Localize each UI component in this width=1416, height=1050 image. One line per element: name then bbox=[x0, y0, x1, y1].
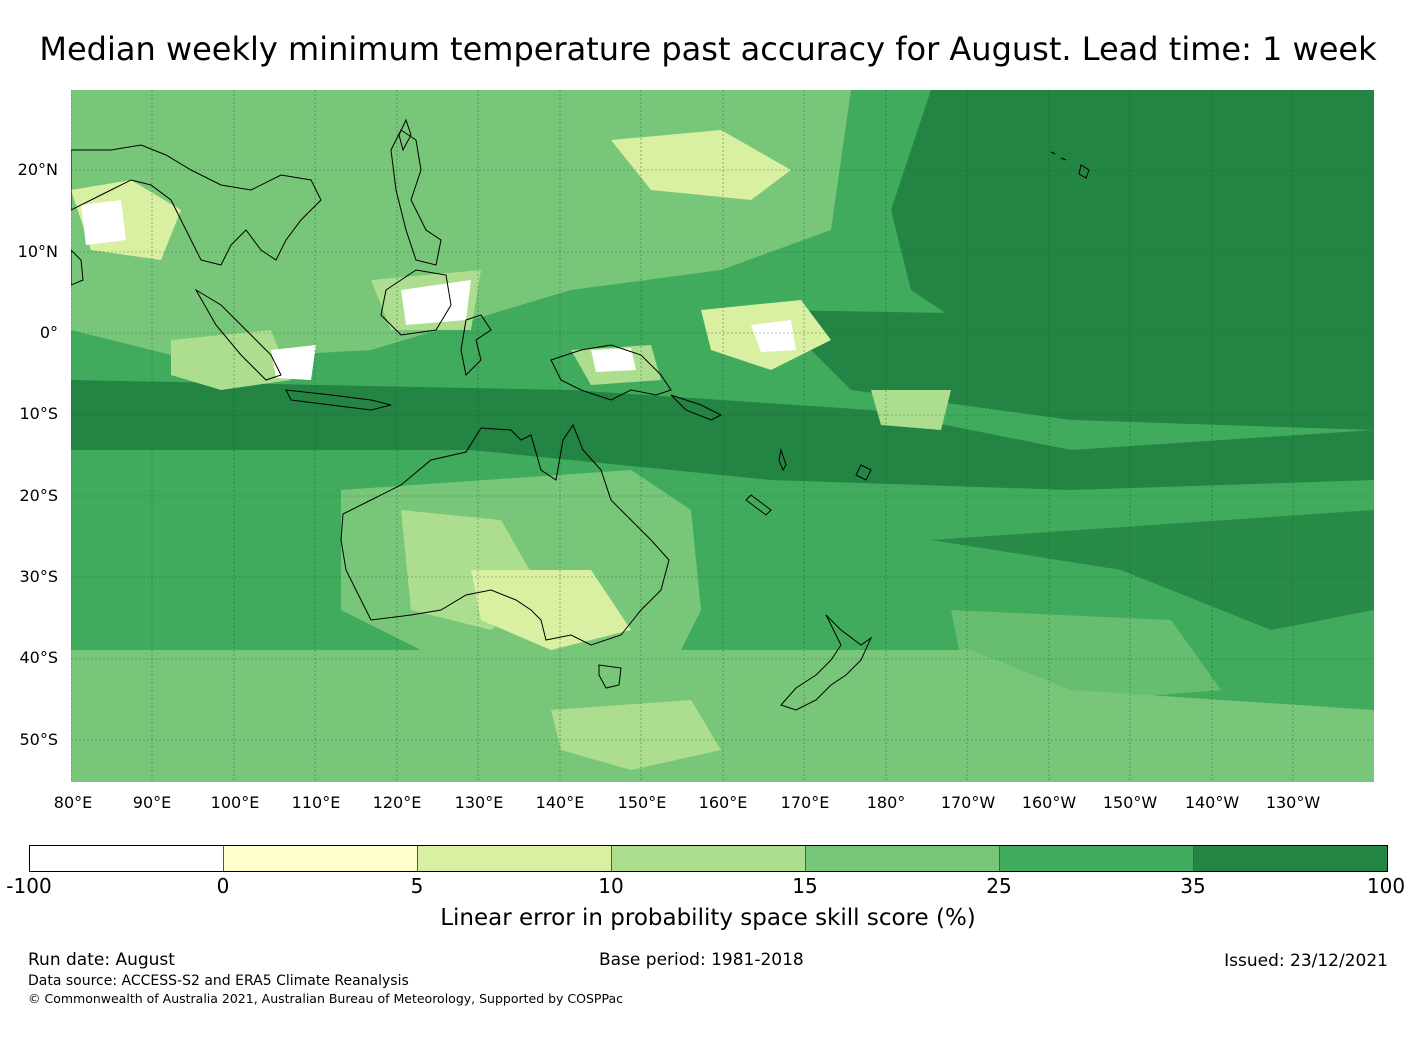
colorbar-tick: 100 bbox=[1346, 874, 1416, 898]
lon-label-130w: 130°W bbox=[1253, 793, 1333, 812]
lat-label-40s: 40°S bbox=[0, 648, 58, 667]
lon-label-140e: 140°E bbox=[520, 793, 600, 812]
lat-label-0: 0° bbox=[0, 323, 58, 342]
map-canvas bbox=[71, 90, 1374, 782]
colorbar-tick: 0 bbox=[183, 874, 263, 898]
skill-score-map bbox=[71, 90, 1374, 782]
lat-label-10s: 10°S bbox=[0, 404, 58, 423]
colorbar-segment bbox=[224, 846, 418, 871]
colorbar-tick: 35 bbox=[1153, 874, 1233, 898]
colorbar-tick: 5 bbox=[377, 874, 457, 898]
lon-label-150w: 150°W bbox=[1090, 793, 1170, 812]
lon-label-170w: 170°W bbox=[928, 793, 1008, 812]
run-date: Run date: August bbox=[28, 950, 175, 970]
colorbar-segment bbox=[612, 846, 806, 871]
colorbar-tick: 15 bbox=[765, 874, 845, 898]
colorbar-tick: 10 bbox=[571, 874, 651, 898]
lon-label-90e: 90°E bbox=[112, 793, 192, 812]
data-source: Data source: ACCESS-S2 and ERA5 Climate … bbox=[28, 973, 409, 989]
colorbar-segment bbox=[30, 846, 224, 871]
lat-label-20s: 20°S bbox=[0, 486, 58, 505]
lon-label-150e: 150°E bbox=[602, 793, 682, 812]
lon-label-80e: 80°E bbox=[33, 793, 113, 812]
colorbar-segment bbox=[1000, 846, 1194, 871]
lon-label-100e: 100°E bbox=[195, 793, 275, 812]
lat-label-50s: 50°S bbox=[0, 730, 58, 749]
lon-label-170e: 170°E bbox=[765, 793, 845, 812]
colorbar bbox=[29, 845, 1388, 872]
copyright-notice: © Commonwealth of Australia 2021, Austra… bbox=[28, 991, 623, 1006]
lon-label-160w: 160°W bbox=[1009, 793, 1089, 812]
lat-label-10n: 10°N bbox=[0, 242, 58, 261]
colorbar-label: Linear error in probability space skill … bbox=[0, 905, 1416, 931]
lat-label-20n: 20°N bbox=[0, 160, 58, 179]
lat-label-30s: 30°S bbox=[0, 567, 58, 586]
colorbar-tick: 25 bbox=[959, 874, 1039, 898]
colorbar-tick: -100 bbox=[0, 874, 69, 898]
colorbar-segment bbox=[418, 846, 612, 871]
lon-label-110e: 110°E bbox=[276, 793, 356, 812]
colorbar-segment bbox=[806, 846, 1000, 871]
lon-label-140w: 140°W bbox=[1172, 793, 1252, 812]
colorbar-segment bbox=[1194, 846, 1387, 871]
map-title: Median weekly minimum temperature past a… bbox=[0, 30, 1416, 68]
base-period: Base period: 1981-2018 bbox=[599, 950, 804, 970]
lon-label-160e: 160°E bbox=[683, 793, 763, 812]
lon-label-120e: 120°E bbox=[357, 793, 437, 812]
issued-date: Issued: 23/12/2021 bbox=[1224, 951, 1388, 971]
lon-label-180: 180° bbox=[846, 793, 926, 812]
lon-label-130e: 130°E bbox=[439, 793, 519, 812]
